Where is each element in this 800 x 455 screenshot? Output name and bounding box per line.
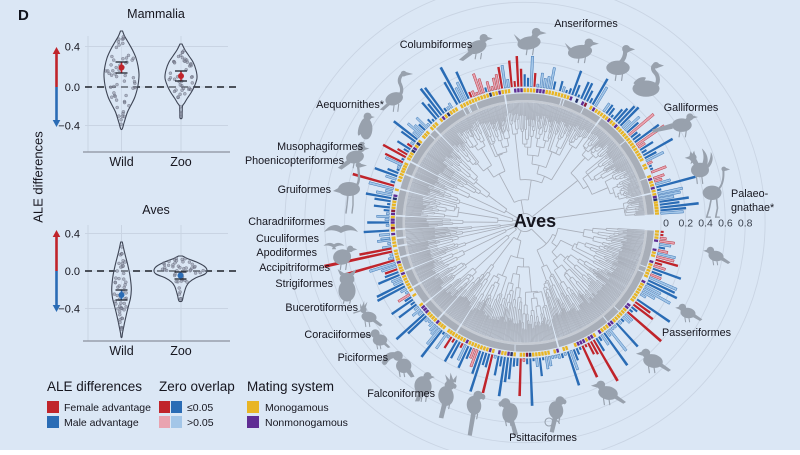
- svg-text:0.0: 0.0: [65, 266, 80, 278]
- svg-text:Female advantage: Female advantage: [64, 402, 151, 414]
- svg-text:Musophagiformes: Musophagiformes: [277, 141, 363, 153]
- svg-text:Male advantage: Male advantage: [64, 417, 139, 429]
- svg-text:Monogamous: Monogamous: [265, 402, 329, 414]
- svg-text:0.8: 0.8: [738, 218, 753, 230]
- svg-text:Wild: Wild: [109, 155, 133, 169]
- svg-text:Zoo: Zoo: [170, 155, 192, 169]
- svg-text:D: D: [18, 7, 29, 24]
- svg-text:Palaeo-: Palaeo-: [731, 188, 769, 200]
- svg-text:Aves: Aves: [514, 211, 556, 231]
- svg-text:Zero overlap: Zero overlap: [159, 379, 235, 394]
- svg-text:0.6: 0.6: [718, 218, 733, 230]
- svg-text:Aves: Aves: [142, 203, 170, 217]
- svg-text:Piciformes: Piciformes: [338, 352, 389, 364]
- svg-text:Columbiformes: Columbiformes: [400, 39, 473, 51]
- svg-text:ALE differences: ALE differences: [31, 131, 46, 223]
- svg-text:0.0: 0.0: [65, 82, 80, 94]
- svg-text:Cuculiformes: Cuculiformes: [256, 233, 320, 245]
- svg-text:Phoenicopteriformes: Phoenicopteriformes: [245, 155, 345, 167]
- svg-text:≤0.05: ≤0.05: [187, 402, 213, 414]
- svg-text:Gruiformes: Gruiformes: [278, 184, 332, 196]
- svg-text:ALE differences: ALE differences: [47, 379, 142, 394]
- svg-text:Passeriformes: Passeriformes: [662, 327, 732, 339]
- svg-text:Aequornithes*: Aequornithes*: [316, 99, 385, 111]
- svg-text:>0.05: >0.05: [187, 417, 214, 429]
- svg-text:Galliformes: Galliformes: [664, 102, 719, 114]
- svg-text:Psittaciformes: Psittaciformes: [509, 432, 577, 444]
- svg-text:Anseriformes: Anseriformes: [554, 18, 618, 30]
- svg-text:gnathae*: gnathae*: [731, 202, 775, 214]
- svg-text:0: 0: [663, 218, 669, 230]
- svg-text:0.4: 0.4: [698, 218, 713, 230]
- svg-text:Charadriiformes: Charadriiformes: [248, 216, 325, 228]
- svg-text:Falconiformes: Falconiformes: [367, 388, 435, 400]
- svg-text:Nonmonogamous: Nonmonogamous: [265, 417, 348, 429]
- svg-text:Mammalia: Mammalia: [127, 7, 185, 21]
- svg-text:Accipitriformes: Accipitriformes: [259, 262, 330, 274]
- svg-text:Apodiformes: Apodiformes: [256, 247, 317, 259]
- svg-text:Mating system: Mating system: [247, 379, 334, 394]
- svg-text:−0.4: −0.4: [58, 304, 80, 316]
- svg-text:Coraciiformes: Coraciiformes: [304, 329, 371, 341]
- svg-text:Strigiformes: Strigiformes: [275, 278, 333, 290]
- svg-text:−0.4: −0.4: [58, 121, 80, 133]
- svg-text:0.4: 0.4: [65, 229, 80, 241]
- svg-text:0.2: 0.2: [678, 218, 693, 230]
- svg-text:Bucerotiformes: Bucerotiformes: [285, 302, 358, 314]
- svg-text:0.4: 0.4: [65, 42, 80, 54]
- svg-text:Zoo: Zoo: [170, 344, 192, 358]
- svg-text:Wild: Wild: [109, 344, 133, 358]
